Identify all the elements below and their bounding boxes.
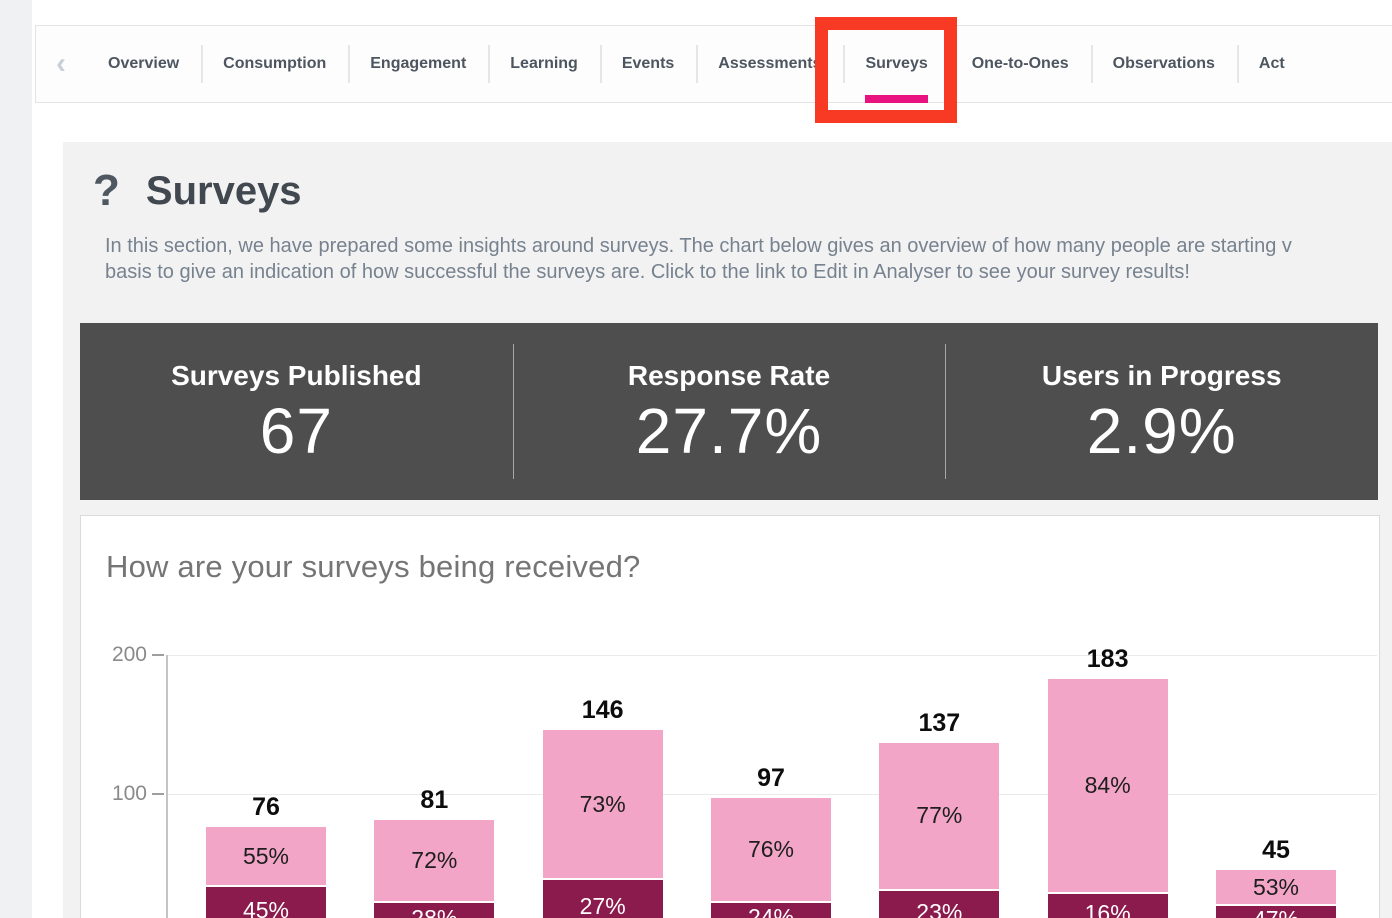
segment-percent-label: 47%: [1253, 906, 1299, 918]
tab-one-to-ones[interactable]: One-to-Ones: [949, 26, 1091, 102]
segment-percent-label: 77%: [916, 802, 963, 829]
section-header: ? Surveys: [93, 166, 302, 216]
tab-label: One-to-Ones: [971, 55, 1069, 72]
chart-title: How are your surveys being received?: [106, 549, 641, 584]
segment-percent-label: 55%: [242, 842, 290, 869]
stacked-bar: 97 76% 24%: [710, 764, 831, 918]
tab-bar: ‹ Overview Consumption Engagement Learning E…: [35, 17, 1392, 123]
bar-total-label: 45: [1262, 836, 1290, 865]
bar-segment-top[interactable]: 55%: [206, 827, 326, 886]
tab-scroll-left-button[interactable]: ‹: [36, 26, 86, 102]
help-question-icon: ?: [93, 166, 120, 215]
tab-act[interactable]: Act: [1236, 26, 1307, 102]
kpi-response-rate: Response Rate 27.7%: [512, 323, 946, 500]
tab-learning[interactable]: Learning: [488, 26, 600, 102]
bar-segment-top[interactable]: 77%: [879, 742, 1000, 890]
section-title: Surveys: [145, 168, 302, 213]
gridline: [167, 794, 1377, 795]
bar-segment-bottom[interactable]: 47%: [1215, 903, 1336, 918]
section-description: In this section, we have prepared some i…: [105, 234, 1292, 285]
segment-percent-label: 76%: [747, 835, 794, 862]
segment-percent-label: 53%: [1252, 873, 1299, 900]
kpi-value: 67: [259, 394, 333, 467]
bar-segment-top[interactable]: 73%: [542, 730, 663, 879]
page-left-gutter: [0, 0, 32, 918]
stacked-bar: 76 55% 45%: [206, 793, 326, 918]
segment-percent-label: 16%: [1084, 900, 1131, 918]
segment-percent-label: 45%: [242, 896, 290, 918]
stacked-bar: 45 53% 47%: [1215, 836, 1336, 918]
tab-label: Engagement: [370, 55, 467, 72]
description-line-2: basis to give an indication of how succe…: [105, 260, 1190, 283]
bar-segment-top[interactable]: 72%: [374, 820, 495, 902]
bar-segment-bottom[interactable]: 27%: [542, 878, 663, 918]
y-axis-tick-label: 100: [111, 782, 147, 805]
kpi-label: Surveys Published: [171, 359, 422, 391]
bar-total-label: 76: [252, 793, 280, 822]
bar-segment-top[interactable]: 53%: [1215, 870, 1336, 904]
bar-segment-top[interactable]: 76%: [710, 798, 831, 901]
kpi-strip: Surveys Published 67 Response Rate 27.7% Use…: [80, 323, 1378, 500]
segment-percent-label: 73%: [579, 790, 626, 817]
description-line-1: In this section, we have prepared some i…: [105, 235, 1292, 257]
tab-label: Surveys: [865, 55, 928, 72]
stacked-bar: 81 72% 28%: [374, 786, 495, 918]
gridline: [167, 655, 1377, 656]
y-axis-tick-mark: [152, 654, 164, 656]
tab-label: Act: [1258, 55, 1285, 72]
stacked-bar-chart: 100 200 76 55% 45% 81 72% 28% 146 73% 27% 97 76% 24% 1…: [81, 516, 1379, 918]
tab-label: Learning: [510, 55, 578, 72]
bar-total-label: 81: [420, 786, 449, 815]
bar-segment-bottom[interactable]: 23%: [879, 889, 1000, 918]
kpi-value: 2.9%: [1086, 394, 1237, 467]
segment-percent-label: 84%: [1084, 771, 1131, 798]
segment-percent-label: 27%: [579, 893, 626, 918]
y-axis-tick-mark: [152, 793, 164, 795]
segment-percent-label: 23%: [916, 898, 963, 918]
stacked-bar: 137 77% 23%: [879, 709, 1000, 918]
stacked-bar: 183 84% 16%: [1047, 645, 1168, 918]
tab-label: Assessments: [718, 55, 822, 72]
bar-total-label: 97: [757, 764, 785, 793]
tab-engagement[interactable]: Engagement: [348, 26, 488, 102]
tab-overview[interactable]: Overview: [86, 26, 201, 102]
y-axis-tick-label: 200: [111, 643, 147, 666]
chart-card: How are your surveys being received? 100…: [80, 515, 1380, 918]
y-axis-line: [166, 655, 168, 918]
bar-segment-top[interactable]: 84%: [1047, 678, 1168, 893]
stacked-bar: 146 73% 27%: [542, 696, 663, 918]
tab-label: Observations: [1112, 55, 1215, 72]
kpi-label: Users in Progress: [1041, 359, 1282, 391]
tab-label: Events: [621, 55, 675, 72]
segment-percent-label: 24%: [747, 904, 794, 918]
bar-segment-bottom[interactable]: 28%: [374, 901, 495, 918]
segment-percent-label: 28%: [411, 904, 458, 918]
active-tab-underline: [865, 95, 928, 103]
kpi-label: Response Rate: [627, 359, 831, 391]
tab-label: Overview: [108, 55, 180, 72]
bar-segment-bottom[interactable]: 16%: [1047, 892, 1168, 918]
tab-surveys[interactable]: Surveys: [815, 17, 958, 123]
chevron-left-icon: ‹: [56, 47, 66, 80]
tab-assessments[interactable]: Assessments: [696, 26, 843, 102]
bar-total-label: 146: [581, 696, 624, 725]
tab-observations[interactable]: Observations: [1090, 26, 1237, 102]
bar-segment-bottom[interactable]: 45%: [206, 885, 326, 918]
tab-events[interactable]: Events: [599, 26, 696, 102]
tab-list: Overview Consumption Engagement Learning Eve…: [86, 17, 1307, 123]
bar-segment-bottom[interactable]: 24%: [710, 900, 831, 918]
kpi-value: 27.7%: [635, 394, 823, 467]
tab-consumption[interactable]: Consumption: [201, 26, 348, 102]
bar-total-label: 183: [1086, 644, 1129, 673]
kpi-users-in-progress: Users in Progress 2.9%: [945, 323, 1378, 500]
tab-label: Consumption: [223, 55, 327, 72]
kpi-surveys-published: Surveys Published 67: [80, 323, 513, 500]
bar-total-label: 137: [918, 708, 961, 737]
segment-percent-label: 72%: [411, 847, 458, 874]
